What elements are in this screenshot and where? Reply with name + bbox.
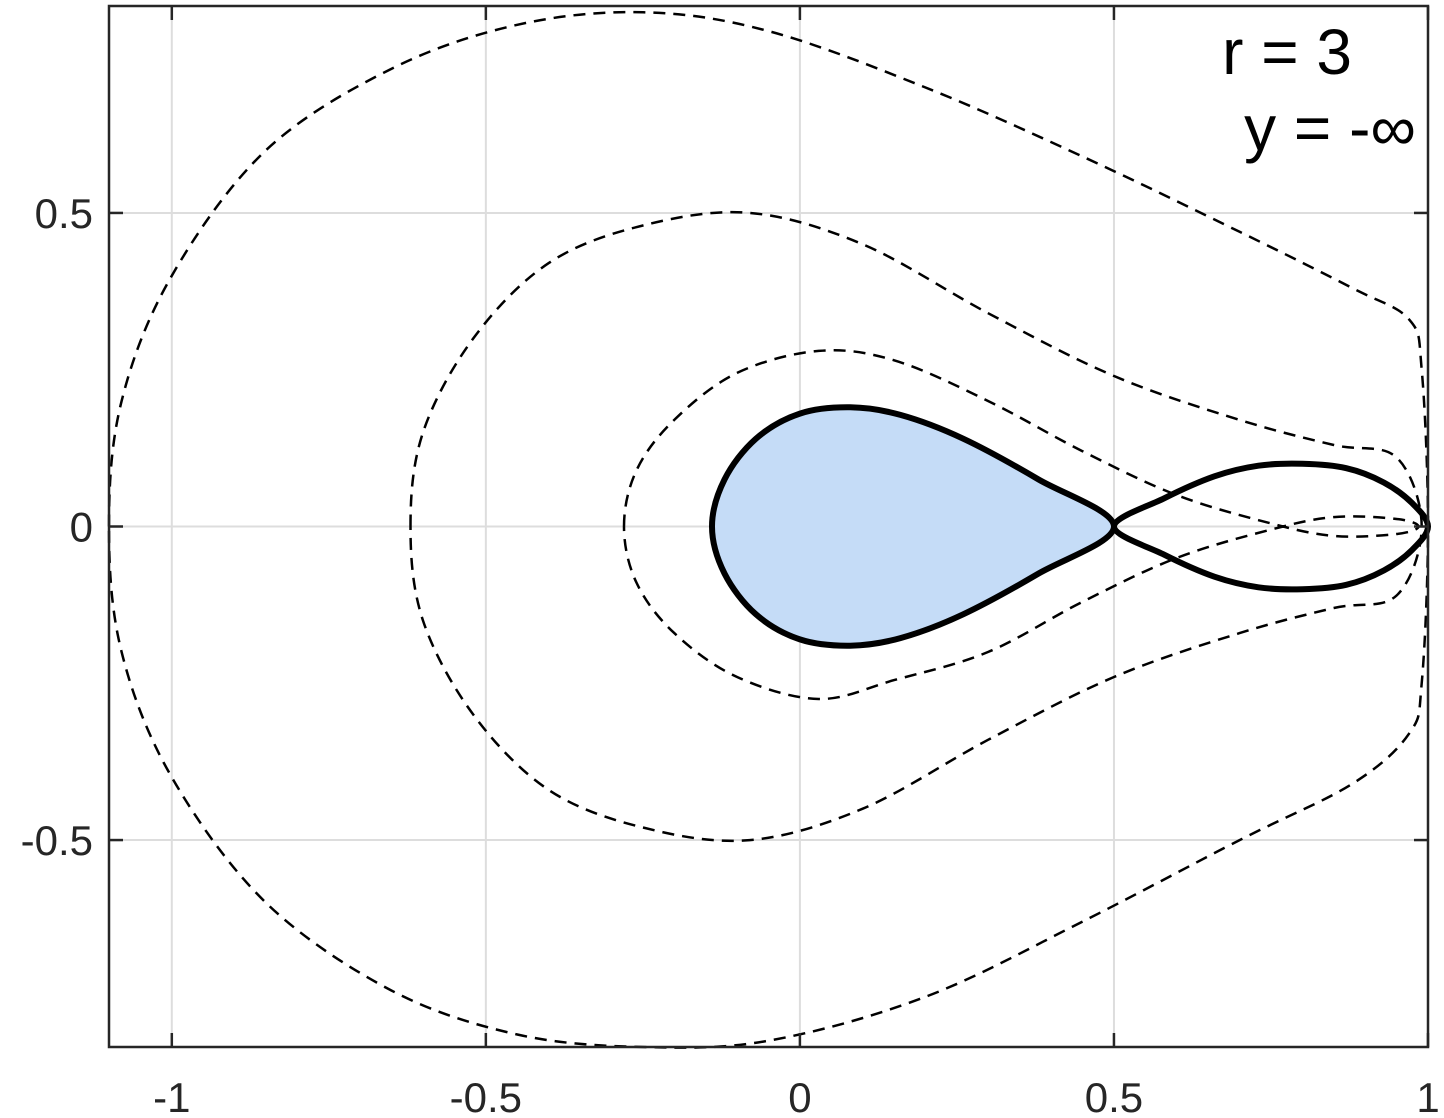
- x-tick-label-4: 1: [1416, 1074, 1439, 1118]
- y-tick-label-1: 0: [70, 504, 93, 551]
- annotation-r: r = 3: [1222, 16, 1352, 88]
- y-tick-label-0: -0.5: [21, 817, 93, 864]
- y-tick-label-2: 0.5: [35, 190, 93, 237]
- ticks-layer: [109, 6, 1430, 1047]
- annotation-y: y = -∞: [1244, 92, 1416, 164]
- x-tick-label-2: 0: [788, 1074, 811, 1118]
- x-tick-label-0: -1: [153, 1074, 190, 1118]
- x-tick-label-3: 0.5: [1085, 1074, 1143, 1118]
- x-tick-label-1: -0.5: [450, 1074, 522, 1118]
- tick-labels: -1 -0.5 0 0.5 1 -0.5 0 0.5: [21, 190, 1440, 1118]
- series-line-0: [709, 404, 1117, 649]
